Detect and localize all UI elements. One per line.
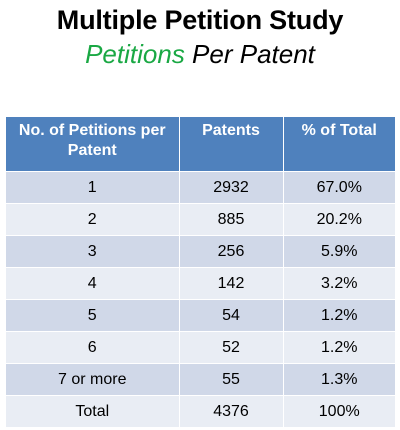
table-cell: 67.0% (283, 171, 395, 204)
table-cell: 5.9% (283, 235, 395, 268)
table-cell: 256 (179, 235, 284, 268)
table-cell: 20.2% (283, 203, 395, 236)
table-row: 7 or more 55 1.3% (6, 363, 395, 396)
petitions-table: No. of Petitions per Patent Patents % of… (6, 117, 395, 427)
subtitle-rest: Per Patent (184, 39, 315, 69)
table-cell: 3 (6, 235, 180, 268)
column-header: No. of Petitions per Patent (6, 117, 180, 172)
table-row: 6 52 1.2% (6, 331, 395, 364)
table-cell: 1.2% (283, 331, 395, 364)
table-row: 1 2932 67.0% (6, 171, 395, 204)
table-header-row: No. of Petitions per Patent Patents % of… (6, 117, 395, 172)
table-cell: Total (6, 395, 180, 427)
table-cell: 52 (179, 331, 284, 364)
table-cell: 142 (179, 267, 284, 300)
table-cell: 1 (6, 171, 180, 204)
table-row: 4 142 3.2% (6, 267, 395, 300)
page-title: Multiple Petition Study (56, 5, 344, 35)
table-cell: 2932 (179, 171, 284, 204)
table-body: 1 2932 67.0% 2 885 20.2% 3 256 5.9% 4 142 3.2% 5 54 1.… (6, 171, 395, 427)
table-cell: 100% (283, 395, 395, 427)
table-cell: 4376 (179, 395, 284, 427)
table-cell: 2 (6, 203, 180, 236)
table-cell: 1.2% (283, 299, 395, 332)
table-cell: 1.3% (283, 363, 395, 396)
column-header: Patents (179, 117, 284, 172)
table-row: Total 4376 100% (6, 395, 395, 427)
table-cell: 54 (179, 299, 284, 332)
table-cell: 4 (6, 267, 180, 300)
page-subtitle: Petitions Per Patent (0, 38, 400, 70)
table-cell: 5 (6, 299, 180, 332)
table-cell: 3.2% (283, 267, 395, 300)
table-cell: 55 (179, 363, 284, 396)
table-cell: 6 (6, 331, 180, 364)
table-row: 2 885 20.2% (6, 203, 395, 236)
table-cell: 885 (179, 203, 284, 236)
table-cell: 7 or more (6, 363, 180, 396)
table-row: 3 256 5.9% (6, 235, 395, 268)
column-header: % of Total (283, 117, 395, 172)
subtitle-accent: Petitions (85, 39, 185, 69)
table-row: 5 54 1.2% (6, 299, 395, 332)
